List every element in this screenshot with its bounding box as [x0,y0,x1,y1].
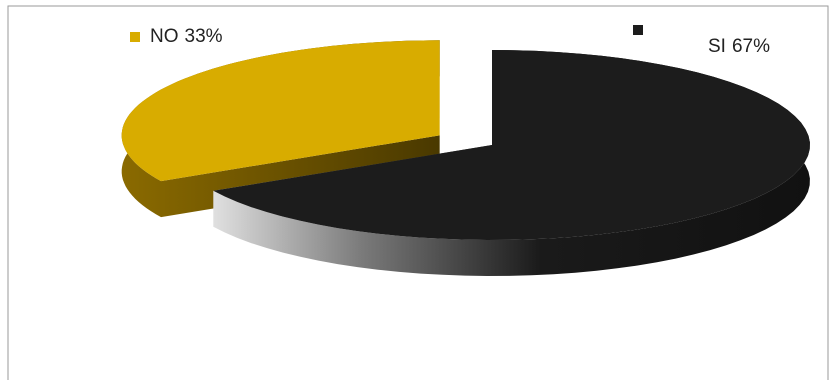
legend-value: 67% [732,36,770,57]
legend-swatch [130,32,140,42]
chart-border [7,5,829,380]
legend-label: SI 67% [708,36,770,57]
legend-category: NO [150,26,179,47]
legend: NO 33% SI 67% [130,25,770,57]
legend-category: SI [708,36,726,57]
legend-swatch [633,25,643,35]
legend-value: 33% [185,26,223,47]
slice [121,40,440,182]
slice [213,50,810,240]
legend-label: NO 33% [150,26,223,47]
pie [121,40,810,276]
